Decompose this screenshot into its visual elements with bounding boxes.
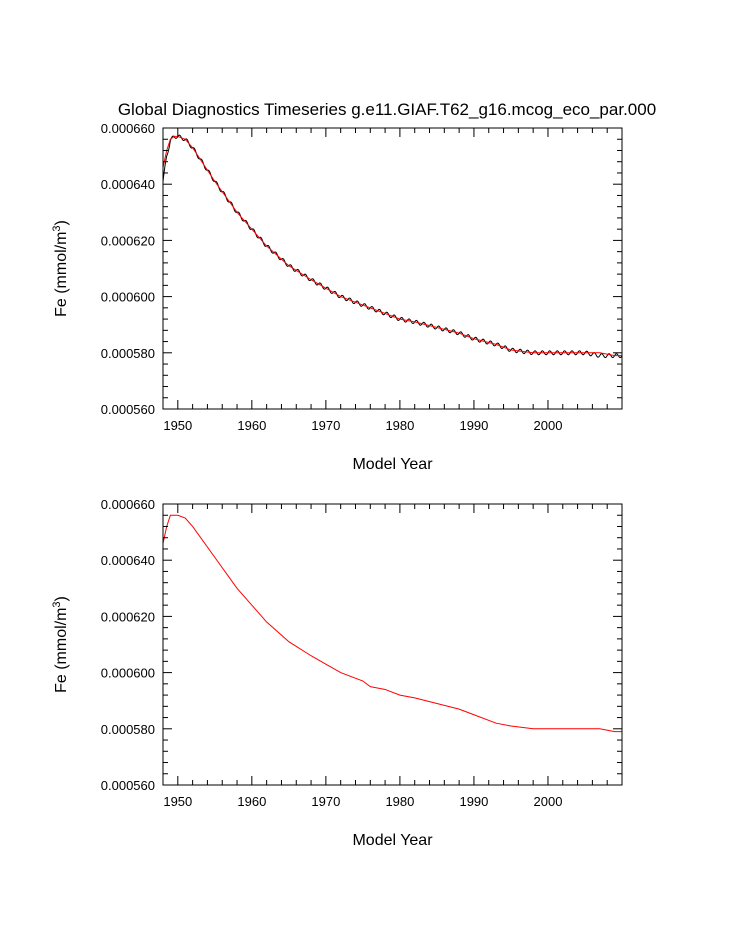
x-tick-label: 1980	[385, 794, 414, 809]
chart-title: Global Diagnostics Timeseries g.e11.GIAF…	[118, 100, 656, 119]
y-tick-label: 0.000660	[101, 497, 155, 512]
plot-frame	[162, 503, 623, 786]
y-axis-label: Fe (mmol/m3)	[51, 596, 70, 693]
plot-area	[163, 134, 622, 359]
x-tick-label: 2000	[534, 794, 563, 809]
x-tick-label: 1970	[311, 418, 340, 433]
x-tick-label: 1950	[163, 418, 192, 433]
bottom-panel: 1950 1960 1970 1980 1990 2000 0.000560 0.000580…	[51, 497, 623, 849]
x-tick-label: 2000	[534, 418, 563, 433]
y-tick-label: 0.000640	[101, 553, 155, 568]
series-line-monthly	[163, 134, 622, 359]
y-tick-label: 0.000620	[101, 609, 155, 624]
plot-frame	[162, 127, 623, 410]
y-tick-label: 0.000640	[101, 177, 155, 192]
plot-area	[163, 514, 622, 733]
top-panel: 1950 1960 1970 1980 1990 2000 0.000560 0.000580…	[51, 121, 623, 473]
x-tick-label: 1960	[237, 418, 266, 433]
x-tick-label: 1990	[459, 418, 488, 433]
series-line-annual	[163, 135, 622, 357]
x-tick-label: 1960	[237, 794, 266, 809]
y-tick-label: 0.000600	[101, 666, 155, 681]
x-tick-label: 1980	[385, 418, 414, 433]
y-tick-label: 0.000560	[101, 778, 155, 793]
x-tick-label: 1970	[311, 794, 340, 809]
y-tick-label: 0.000620	[101, 233, 155, 248]
y-tick-label: 0.000580	[101, 346, 155, 361]
y-tick-label: 0.000600	[101, 290, 155, 305]
series-line-annual	[163, 514, 622, 733]
y-tick-label: 0.000560	[101, 402, 155, 417]
x-axis-label: Model Year	[352, 832, 433, 849]
x-axis-label: Model Year	[352, 456, 433, 473]
y-tick-label: 0.000580	[101, 722, 155, 737]
y-tick-label: 0.000660	[101, 121, 155, 136]
x-tick-label: 1990	[459, 794, 488, 809]
x-tick-label: 1950	[163, 794, 192, 809]
y-axis-label: Fe (mmol/m3)	[51, 220, 70, 317]
